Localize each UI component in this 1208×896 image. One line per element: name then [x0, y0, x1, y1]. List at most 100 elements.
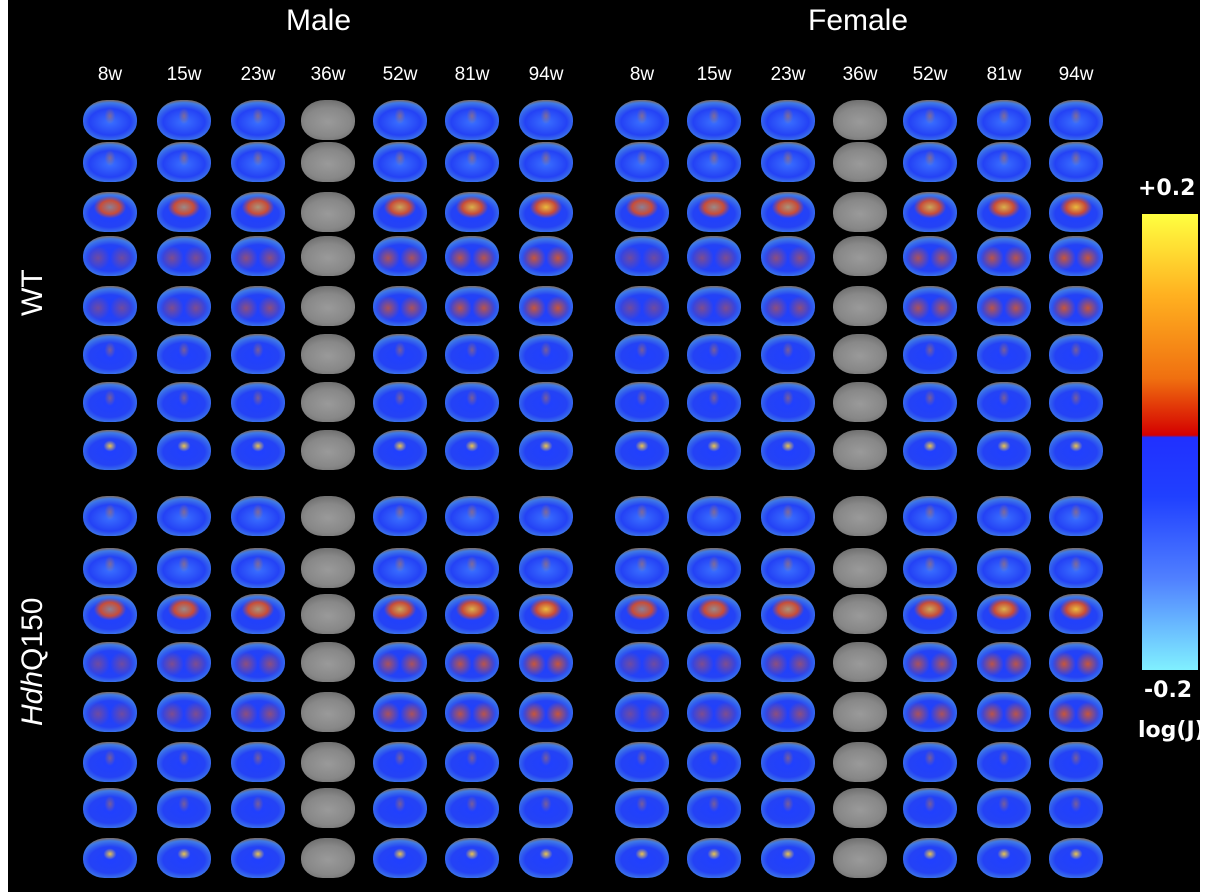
brain-slice-wt-male-36w-row3	[301, 192, 355, 232]
brain-slice-hdhq150-male-81w-row5	[445, 692, 499, 732]
brain-slice-wt-female-8w-row5	[615, 286, 669, 326]
brain-slice-hdhq150-male-8w-row3	[83, 594, 137, 634]
brain-slice-wt-male-15w-row3	[157, 192, 211, 232]
brain-slice-hdhq150-female-94w-row3	[1049, 594, 1103, 634]
brain-slice-wt-male-94w-row5	[519, 286, 573, 326]
brain-slice-hdhq150-female-8w-row1	[615, 496, 669, 536]
brain-slice-hdhq150-male-15w-row2	[157, 548, 211, 588]
brain-slice-hdhq150-female-8w-row2	[615, 548, 669, 588]
brain-slice-wt-male-15w-row7	[157, 382, 211, 422]
brain-slice-wt-female-15w-row3	[687, 192, 741, 232]
brain-slice-wt-female-94w-row8	[1049, 430, 1103, 470]
brain-slice-wt-female-36w-row2	[833, 142, 887, 182]
brain-slice-wt-female-52w-row7	[903, 382, 957, 422]
brain-slice-wt-male-36w-row1	[301, 100, 355, 140]
brain-slice-hdhq150-female-94w-row4	[1049, 642, 1103, 682]
brain-slice-hdhq150-female-23w-row5	[761, 692, 815, 732]
age-label-male-15w: 15w	[166, 64, 202, 85]
brain-slice-hdhq150-female-94w-row6	[1049, 742, 1103, 782]
brain-slice-hdhq150-male-23w-row7	[231, 788, 285, 828]
brain-slice-hdhq150-female-8w-row4	[615, 642, 669, 682]
brain-slice-hdhq150-male-23w-row5	[231, 692, 285, 732]
brain-slice-wt-male-94w-row8	[519, 430, 573, 470]
brain-slice-wt-female-15w-row2	[687, 142, 741, 182]
brain-slice-hdhq150-female-52w-row1	[903, 496, 957, 536]
male-header: Male	[286, 4, 352, 37]
brain-slice-hdhq150-female-36w-row8	[833, 838, 887, 878]
brain-slice-hdhq150-male-15w-row4	[157, 642, 211, 682]
brain-slice-wt-female-81w-row8	[977, 430, 1031, 470]
brain-slice-hdhq150-male-94w-row5	[519, 692, 573, 732]
brain-slice-wt-female-94w-row4	[1049, 236, 1103, 276]
brain-slice-wt-female-36w-row5	[833, 286, 887, 326]
brain-slice-hdhq150-male-36w-row2	[301, 548, 355, 588]
brain-slice-hdhq150-male-94w-row3	[519, 594, 573, 634]
brain-slice-wt-female-23w-row5	[761, 286, 815, 326]
brain-slice-hdhq150-male-8w-row2	[83, 548, 137, 588]
brain-slice-hdhq150-female-36w-row4	[833, 642, 887, 682]
brain-slice-wt-male-52w-row3	[373, 192, 427, 232]
brain-slice-wt-female-8w-row1	[615, 100, 669, 140]
brain-slice-wt-male-81w-row3	[445, 192, 499, 232]
brain-slice-hdhq150-male-36w-row6	[301, 742, 355, 782]
brain-slice-wt-female-8w-row4	[615, 236, 669, 276]
brain-slice-hdhq150-male-36w-row7	[301, 788, 355, 828]
brain-slice-wt-male-52w-row8	[373, 430, 427, 470]
brain-slice-wt-male-52w-row7	[373, 382, 427, 422]
brain-slice-hdhq150-male-15w-row3	[157, 594, 211, 634]
brain-slice-wt-female-36w-row7	[833, 382, 887, 422]
brain-slice-wt-male-94w-row2	[519, 142, 573, 182]
age-label-female-81w: 81w	[986, 64, 1022, 85]
colorbar-min-label: -0.2	[1144, 678, 1193, 703]
brain-slice-hdhq150-female-81w-row7	[977, 788, 1031, 828]
brain-slice-wt-female-15w-row1	[687, 100, 741, 140]
brain-slice-hdhq150-male-81w-row2	[445, 548, 499, 588]
brain-slice-wt-female-94w-row3	[1049, 192, 1103, 232]
brain-slice-wt-male-23w-row8	[231, 430, 285, 470]
brain-slice-hdhq150-female-23w-row3	[761, 594, 815, 634]
brain-slice-wt-male-23w-row6	[231, 334, 285, 374]
brain-slice-wt-female-52w-row8	[903, 430, 957, 470]
brain-slice-hdhq150-male-52w-row8	[373, 838, 427, 878]
brain-slice-wt-male-52w-row6	[373, 334, 427, 374]
brain-slice-hdhq150-female-15w-row6	[687, 742, 741, 782]
brain-slice-wt-male-81w-row6	[445, 334, 499, 374]
age-label-female-23w: 23w	[770, 64, 806, 85]
brain-slice-hdhq150-male-94w-row6	[519, 742, 573, 782]
brain-slice-wt-male-52w-row1	[373, 100, 427, 140]
brain-slice-hdhq150-female-81w-row2	[977, 548, 1031, 588]
brain-slice-wt-male-23w-row5	[231, 286, 285, 326]
brain-slice-wt-female-15w-row5	[687, 286, 741, 326]
brain-slice-hdhq150-male-8w-row5	[83, 692, 137, 732]
brain-slice-wt-female-52w-row5	[903, 286, 957, 326]
brain-slice-hdhq150-male-23w-row4	[231, 642, 285, 682]
brain-slice-hdhq150-female-8w-row8	[615, 838, 669, 878]
brain-slice-wt-male-36w-row6	[301, 334, 355, 374]
brain-slice-wt-male-8w-row2	[83, 142, 137, 182]
age-label-male-94w: 94w	[528, 64, 564, 85]
age-label-female-8w: 8w	[629, 64, 655, 85]
brain-map-figure: Male Female 8w 15w 23w 36w 52w 81w 94w 8w 15w 23w…	[8, 0, 1200, 892]
brain-slice-wt-male-81w-row7	[445, 382, 499, 422]
brain-slice-wt-female-94w-row1	[1049, 100, 1103, 140]
brain-slice-hdhq150-female-81w-row8	[977, 838, 1031, 878]
brain-slice-wt-female-36w-row3	[833, 192, 887, 232]
brain-slice-hdhq150-female-15w-row7	[687, 788, 741, 828]
brain-slice-hdhq150-female-81w-row6	[977, 742, 1031, 782]
brain-slice-wt-female-94w-row2	[1049, 142, 1103, 182]
brain-slice-wt-male-15w-row1	[157, 100, 211, 140]
brain-slice-wt-male-94w-row3	[519, 192, 573, 232]
brain-slice-hdhq150-female-52w-row4	[903, 642, 957, 682]
brain-slice-wt-female-23w-row1	[761, 100, 815, 140]
age-label-male-23w: 23w	[240, 64, 276, 85]
brain-slice-wt-female-81w-row3	[977, 192, 1031, 232]
age-label-male-8w: 8w	[97, 64, 123, 85]
brain-slice-hdhq150-male-36w-row8	[301, 838, 355, 878]
brain-slice-hdhq150-female-52w-row5	[903, 692, 957, 732]
colorbar	[1142, 214, 1198, 670]
brain-slice-hdhq150-male-15w-row8	[157, 838, 211, 878]
brain-slice-wt-male-8w-row6	[83, 334, 137, 374]
brain-slice-hdhq150-male-23w-row6	[231, 742, 285, 782]
brain-slice-wt-male-94w-row4	[519, 236, 573, 276]
brain-slice-wt-female-36w-row8	[833, 430, 887, 470]
